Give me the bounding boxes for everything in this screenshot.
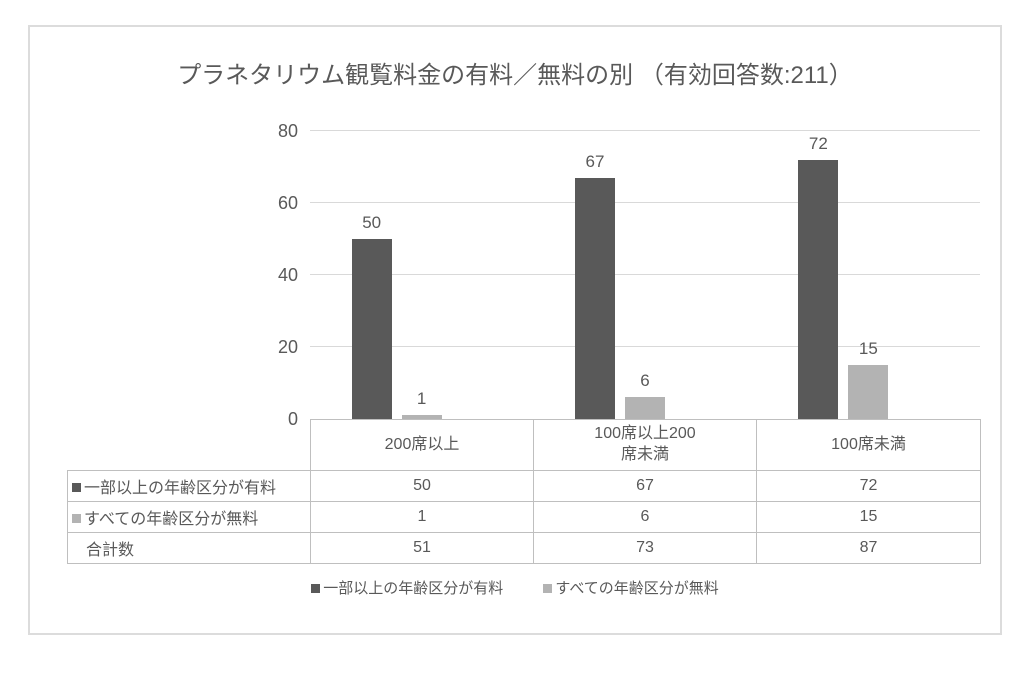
- cell-free-3: 15: [756, 501, 981, 533]
- cell-total-2: 73: [533, 532, 757, 564]
- bar-series2-group2: [625, 397, 665, 419]
- category-label-3: 100席未満: [831, 435, 906, 453]
- series-paid-swatch-icon: [72, 483, 81, 493]
- y-axis-tick-label: 40: [277, 265, 298, 285]
- gridline: [310, 202, 980, 203]
- table-row-total: 合計数 51 73 87: [67, 532, 981, 564]
- y-axis-tick-label: 80: [277, 121, 298, 141]
- plot-area: 0 20 40 60 80 50 1 67 6 72 15: [278, 121, 980, 429]
- legend-free-label: すべての年齢区分が無料: [555, 580, 719, 597]
- chart-frame: プラネタリウム観覧料金の有料／無料の別 （有効回答数:211） 0 20 40 60 8…: [28, 25, 1002, 635]
- bar-series1-group3: [798, 159, 839, 419]
- category-label-2: 100席以上200席未満: [594, 425, 696, 463]
- bar-series2-group3: [848, 365, 889, 419]
- legend-free-swatch-icon: [543, 583, 553, 593]
- chart-title: プラネタリウム観覧料金の有料／無料の別 （有効回答数:211）: [177, 62, 853, 89]
- series-free-swatch-icon: [72, 514, 81, 524]
- column-header-2: 100席以上200席未満: [533, 419, 757, 471]
- bar-value-label: 67: [585, 151, 605, 171]
- column-header-3: 100席未満: [756, 419, 981, 471]
- series-free-label: すべての年齢区分が無料: [84, 511, 259, 528]
- legend: 一部以上の年齢区分が有料 すべての年齢区分が無料: [30, 577, 1000, 598]
- series-paid-label: 一部以上の年齢区分が有料: [84, 480, 277, 497]
- row-label-free: すべての年齢区分が無料: [67, 501, 311, 533]
- cell-total-3: 87: [756, 532, 981, 564]
- bar-value-label: 50: [362, 213, 382, 232]
- gridline: [310, 130, 980, 131]
- y-axis-tick-label: 20: [277, 337, 298, 357]
- table-row-free: すべての年齢区分が無料 1 6 15: [67, 501, 981, 533]
- row-label-total: 合計数: [67, 532, 311, 564]
- bar-value-label: 15: [858, 339, 878, 358]
- table-corner-cell: [68, 420, 311, 471]
- gridline: [310, 346, 980, 347]
- bar-value-label: 1: [416, 389, 427, 409]
- bar-series2-group1: [401, 415, 442, 419]
- row-label-paid: 一部以上の年齢区分が有料: [67, 470, 311, 502]
- bar-series1-group2: [575, 177, 615, 419]
- gridline: [310, 274, 980, 275]
- legend-item-paid: 一部以上の年齢区分が有料: [311, 577, 503, 598]
- cell-paid-1: 50: [310, 470, 534, 502]
- cell-paid-2: 67: [533, 470, 757, 502]
- data-table: 200席以上 100席以上200席未満 100席未満 一部以上の年齢区分が有料 …: [67, 419, 981, 564]
- category-label-1: 200席以上: [384, 435, 460, 453]
- y-axis-tick-label: 0: [287, 409, 298, 429]
- bar-value-label: 6: [640, 371, 650, 391]
- table-header-row: 200席以上 100席以上200席未満 100席未満: [68, 419, 981, 471]
- cell-free-2: 6: [533, 501, 757, 533]
- cell-total-1: 51: [310, 532, 534, 564]
- legend-paid-swatch-icon: [311, 583, 321, 593]
- y-axis-tick-label: 60: [277, 193, 298, 213]
- cell-paid-3: 72: [756, 470, 981, 502]
- legend-item-free: すべての年齢区分が無料: [543, 577, 719, 598]
- legend-paid-label: 一部以上の年齢区分が有料: [323, 580, 504, 597]
- bar-series1-group1: [351, 239, 392, 419]
- column-header-1: 200席以上: [310, 419, 534, 471]
- table-row-paid: 一部以上の年齢区分が有料 50 67 72: [67, 470, 981, 502]
- cell-free-1: 1: [310, 501, 534, 533]
- bar-value-label: 72: [808, 133, 828, 153]
